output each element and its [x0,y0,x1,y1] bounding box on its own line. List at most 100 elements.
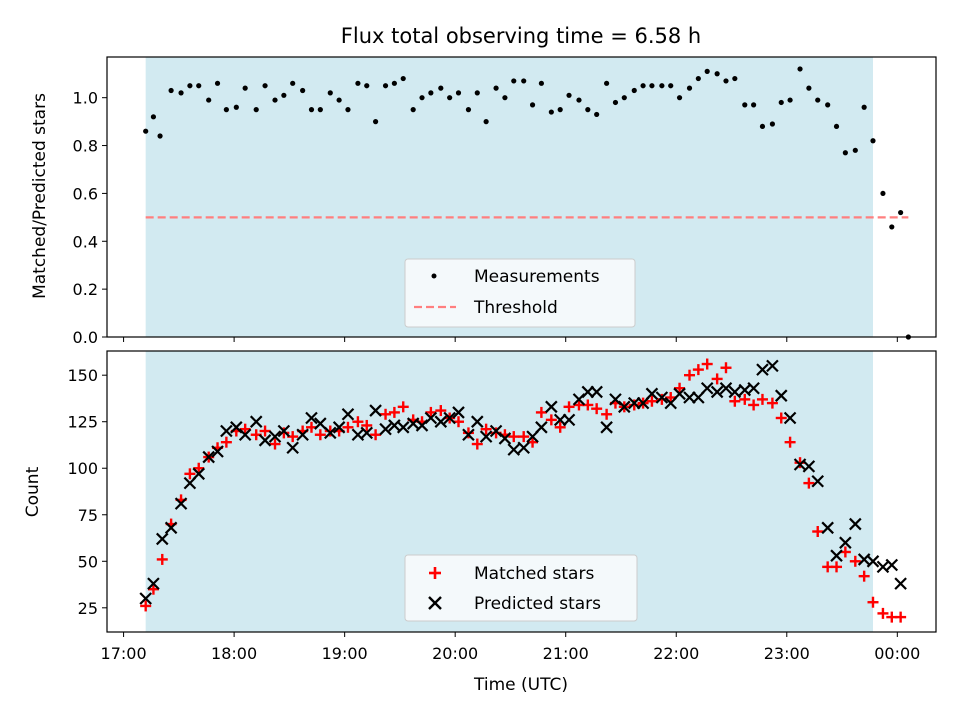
predicted-star-point [774,389,788,402]
predicted-star-point [379,422,392,436]
measurement-point [676,95,683,101]
predicted-star-point [268,430,282,443]
matched-star-point [471,438,483,450]
top-legend-box [404,258,636,328]
measurement-point [759,123,766,130]
measurement-point [751,102,757,108]
matched-star-point [480,423,492,435]
measurement-point [428,90,434,96]
predicted-star-point [830,549,843,562]
top-y-tick-label: 0.8 [73,137,98,156]
predicted-star-point [323,426,337,440]
matched-star-point [628,399,640,411]
matched-star-point [508,431,520,443]
measurement-point [833,123,840,130]
bottom-y-tick-label: 150 [67,366,98,385]
predicted-star-point [164,521,178,535]
predicted-star-point [747,381,760,395]
bottom-y-tick-label: 25 [78,599,98,618]
measurement-point [889,224,895,230]
matched-star-point [140,600,152,612]
predicted-star-point [471,415,484,428]
predicted-star-point [296,428,309,442]
measurement-point [659,83,665,89]
matched-star-point [766,397,778,409]
predicted-star-point [434,415,448,428]
x-tick-label: 22:00 [653,644,699,663]
measurement-point [483,119,489,125]
legend-threshold-label: Threshold [473,298,558,318]
bottom-legend-box [404,554,638,622]
predicted-star-point [277,424,291,438]
measurement-point [704,68,710,74]
matched-star-point [361,419,373,431]
matched-star-point [646,395,658,407]
x-tick-label: 21:00 [543,644,589,663]
legend-predicted-marker [428,596,442,610]
matched-star-point [342,421,354,433]
x-tick-label: 18:00 [211,644,257,663]
predicted-star-point [655,391,669,404]
measurement-point [465,107,472,113]
measurement-point [345,107,351,113]
measurement-point [548,109,554,115]
measurement-point [150,114,157,120]
x-tick-label: 17:00 [101,644,147,663]
measurement-point [604,80,610,86]
predicted-star-point [332,421,346,434]
predicted-star-point [710,385,724,399]
measurement-point [493,85,499,91]
measurement-point [557,107,563,113]
predicted-stars-points [139,359,907,605]
measurement-point [214,80,221,86]
predicted-star-point [507,443,521,456]
measurement-point [187,83,193,89]
matched-star-point [380,408,392,420]
matched-star-point [674,382,686,394]
predicted-star-point [728,385,742,399]
measurement-point [594,111,600,118]
measurement-point [585,107,591,113]
measurement-point [576,97,582,103]
predicted-star-point [766,359,779,373]
matched-star-point [462,427,474,439]
measurement-point [364,83,370,89]
bottom-y-ticks: 25 50 75 100 125 150 [67,366,107,618]
measurement-point [640,83,646,89]
measurement-point [732,75,738,82]
measurement-point [852,147,858,153]
measurement-point [668,83,674,89]
legend-measurements-marker [431,273,437,279]
measurement-point [382,83,389,89]
bottom-panel: 25 50 75 100 125 150 17:00 18:00 19:00 20:00 21:0… [23,350,937,695]
matched-star-point [193,462,205,474]
predicted-star-point [866,555,880,568]
predicted-star-point [545,400,558,414]
matched-star-point [314,429,326,441]
measurement-point [300,87,306,94]
measurement-point [806,85,812,91]
predicted-star-point [700,381,714,395]
measurement-point [538,80,544,86]
top-x-ticks [123,337,898,342]
matched-star-point [239,423,251,435]
predicted-star-point [192,467,206,481]
predicted-star-point [600,421,613,434]
measurement-point [695,75,701,82]
measurement-point [242,85,248,91]
predicted-star-point [498,432,512,445]
measurement-point [870,138,876,144]
x-tick-label: 20:00 [432,644,478,663]
predicted-star-point [249,415,263,428]
matched-star-point [895,611,907,623]
measurement-point [419,95,425,101]
measurement-point [178,90,184,96]
bottom-y-tick-label: 100 [67,459,98,478]
measurement-point [262,83,268,89]
matched-star-point [563,401,575,413]
matched-star-point [692,364,704,376]
measurement-point [621,95,627,101]
predicted-star-point [645,387,659,401]
measurement-point [787,97,793,103]
